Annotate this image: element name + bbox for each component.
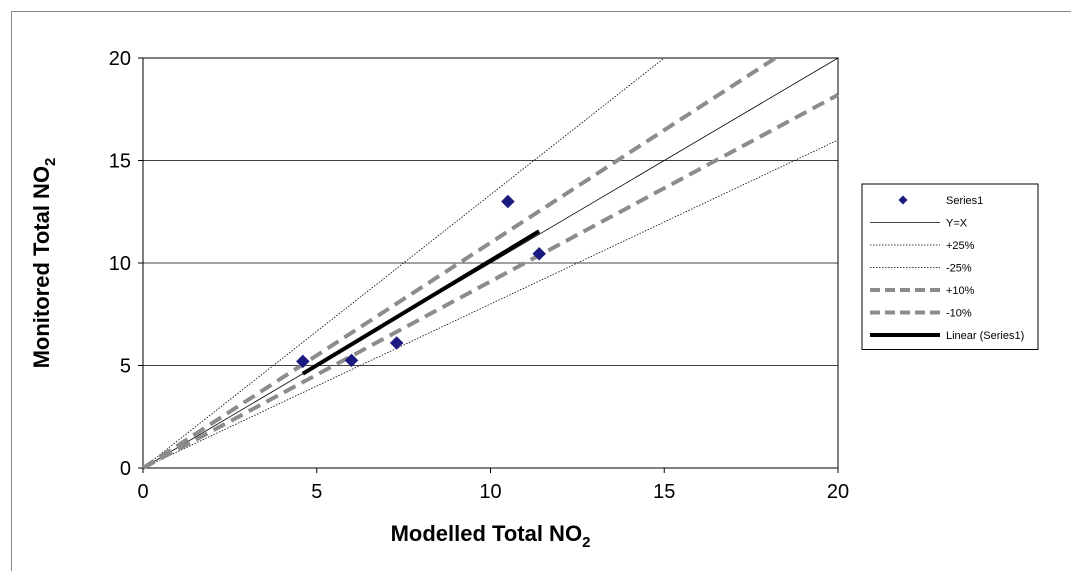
chart-frame [11, 11, 1071, 571]
legend-label-linear-series1: Linear (Series1) [946, 330, 1024, 342]
data-point [295, 354, 310, 369]
legend-label-10: +10% [946, 285, 975, 297]
y-tick-label: 10 [109, 253, 131, 275]
legend-label-25: -25% [946, 263, 972, 275]
legend-swatch-series1 [898, 195, 908, 205]
legend: Series1 Y=X +25% -25% +10% -10% Linear (Series… [861, 183, 1039, 350]
x-tick-label: 5 [311, 481, 322, 503]
x-tick-label: 15 [653, 481, 675, 503]
data-point [532, 246, 547, 261]
line-linear-series1 [301, 229, 541, 376]
y-tick-label: 15 [109, 151, 131, 173]
y-tick-label: 0 [120, 458, 131, 480]
x-tick-label: 20 [827, 481, 849, 503]
x-axis-ticks: 0 5 10 15 20 [137, 468, 849, 503]
legend-label-y-x: Y=X [946, 218, 968, 230]
x-tick-label: 10 [479, 481, 501, 503]
legend-label-series1: Series1 [946, 195, 983, 207]
line-25 [142, 57, 665, 469]
y-axis-ticks: 0 5 10 15 20 [109, 48, 143, 480]
x-axis-title: Modelled Total NO2 [391, 521, 591, 551]
y-axis-title: Monitored Total NO2 [29, 158, 59, 369]
line-10 [142, 93, 839, 470]
reference-lines [141, 56, 839, 470]
y-tick-label: 5 [120, 356, 131, 378]
line-25 [142, 139, 839, 469]
series1-points [295, 194, 547, 369]
data-point [344, 353, 359, 368]
legend-label-25: +25% [946, 240, 975, 252]
legend-label-10: -10% [946, 308, 972, 320]
line-10 [141, 56, 777, 470]
line-y-x [142, 57, 839, 469]
data-point [501, 194, 515, 209]
data-point [389, 336, 404, 350]
legend-box [861, 183, 1039, 350]
y-tick-label: 20 [109, 48, 131, 70]
x-tick-label: 0 [137, 481, 148, 503]
